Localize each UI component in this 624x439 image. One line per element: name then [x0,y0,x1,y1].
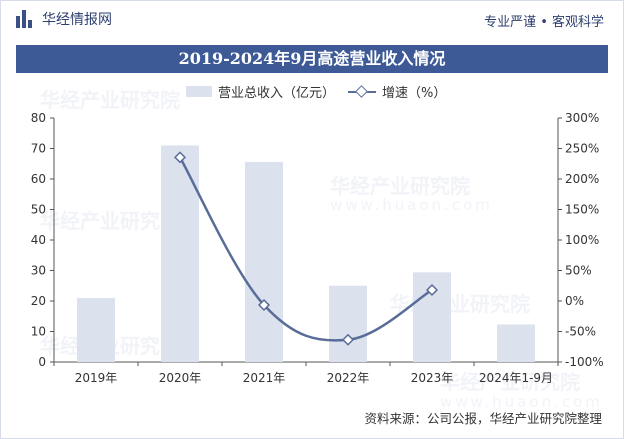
x-tick-label: 2019年 [75,371,118,385]
y-right-tick-label: 300% [565,111,599,125]
bar [329,285,367,362]
bar [497,324,535,362]
y-right-tick-label: 50% [565,264,592,278]
legend-label-growth: 增速（%） [382,86,447,101]
header-bar: 华经情报网 专业严谨 • 客观科学 [0,0,624,38]
y-left-tick-label: 10 [31,325,46,339]
y-left-tick-label: 0 [38,355,46,369]
watermark-text: 华经产业研究院 [330,174,470,198]
x-tick-label: 2024年1-9月 [479,371,553,385]
growth-point [425,283,439,296]
y-left-tick-label: 30 [31,264,46,278]
bar [77,297,115,362]
x-tick-label: 2021年 [243,371,286,385]
y-left-tick-label: 40 [31,233,46,247]
watermark-url: www.huaon.com [440,393,603,411]
y-right-tick-label: 0% [565,294,584,308]
y-left-tick-label: 80 [31,111,46,125]
growth-point [257,299,271,312]
watermark-text: 华经产业研究院 [40,88,180,112]
chart-title: 2019-2024年9月高途营业收入情况 [16,45,608,73]
bar [245,161,283,362]
watermark-url: www.huaon.com [330,196,493,214]
y-right-tick-label: 150% [565,203,599,217]
y-right-tick-label: 100% [565,233,599,247]
x-tick-label: 2020年 [159,371,202,385]
legend-item-growth: 增速（%） [348,82,446,101]
y-right-tick-label: 200% [565,172,599,186]
legend-item-revenue: 营业总收入（亿元） [186,82,335,101]
watermark-text: 华经产业研究院 [40,209,180,233]
y-left-tick-label: 60 [31,172,46,186]
legend-line-swatch [348,86,376,98]
y-right-tick-label: -50% [565,325,596,339]
y-left-tick-label: 50 [31,203,46,217]
legend-label-revenue: 营业总收入（亿元） [218,86,336,101]
y-left-tick-label: 70 [31,142,46,156]
growth-line [178,156,433,342]
bar [161,145,199,362]
growth-point [341,333,355,346]
x-tick-label: 2023年 [411,371,454,385]
brand-name: 华经情报网 [42,12,112,28]
y-left-tick-label: 20 [31,294,46,308]
brand-logo-icon [16,10,36,28]
slogan: 专业严谨 • 客观科学 [484,15,604,30]
legend: 营业总收入（亿元） 增速（%） [0,82,624,102]
growth-point [173,151,187,164]
y-right-tick-label: 250% [565,142,599,156]
x-tick-label: 2022年 [327,371,370,385]
y-right-tick-label: -100% [565,355,604,369]
source-note: 资料来源：公司公报，华经产业研究院整理 [364,411,602,426]
watermark-text: 华经产业研究院 [440,370,580,394]
legend-bar-swatch [186,86,212,97]
brand: 华经情报网 [16,9,112,29]
